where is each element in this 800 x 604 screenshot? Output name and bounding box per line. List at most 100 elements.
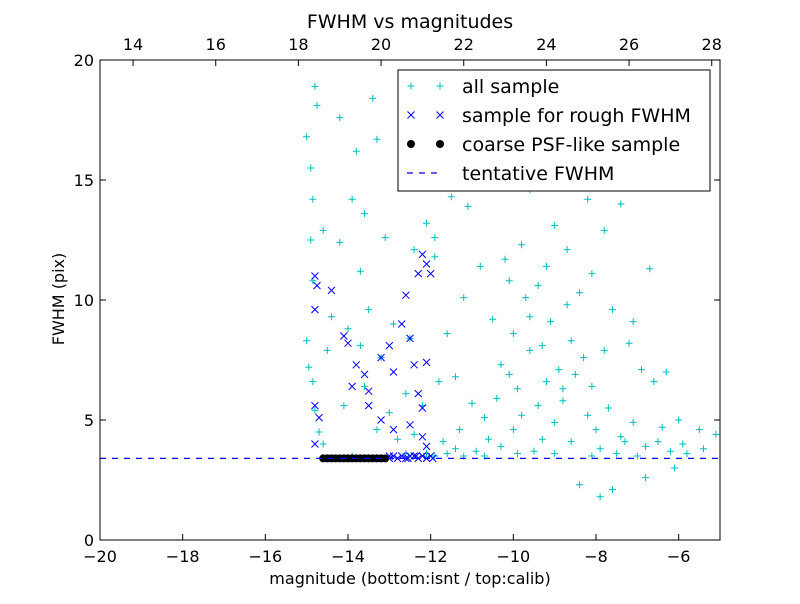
point-all-sample-51 <box>571 370 579 378</box>
point-all-sample-37 <box>431 234 439 242</box>
legend: all sample sample for rough FWHM coarse PS… <box>397 69 711 192</box>
point-sample-for-rough-fwhm-44 <box>428 454 437 463</box>
point-all-sample-46 <box>526 346 534 354</box>
point-all-sample-97 <box>671 464 679 472</box>
x-tick-label: −20 <box>83 547 117 566</box>
point-all-sample-2 <box>313 102 321 110</box>
point-sample-for-rough-fwhm-5 <box>344 339 352 348</box>
point-all-sample-99 <box>513 450 521 458</box>
point-all-sample-22 <box>344 325 352 333</box>
point-all-sample-105 <box>646 265 654 273</box>
point-all-sample-126 <box>373 426 381 434</box>
point-all-sample-1 <box>311 82 319 90</box>
point-all-sample-58 <box>654 438 662 446</box>
point-all-sample-60 <box>679 440 687 448</box>
legend-swatch-sample-for-rough-fwhm <box>407 111 415 119</box>
point-all-sample-57 <box>642 442 650 450</box>
point-all-sample-118 <box>526 313 534 321</box>
point-sample-for-rough-fwhm-11 <box>385 341 394 350</box>
point-all-sample-125 <box>323 346 331 354</box>
point-all-sample-67 <box>563 246 571 254</box>
y-tick-label: 10 <box>74 291 94 310</box>
point-sample-for-rough-fwhm-2 <box>311 305 319 314</box>
x-tick-label: −18 <box>166 547 200 566</box>
point-all-sample-89 <box>538 435 546 443</box>
point-all-sample-36 <box>460 294 468 302</box>
point-all-sample-110 <box>567 337 575 345</box>
point-sample-for-rough-fwhm-22 <box>422 260 431 268</box>
point-sample-for-rough-fwhm-27 <box>406 420 414 429</box>
point-all-sample-62 <box>712 430 720 438</box>
point-sample-for-rough-fwhm-12 <box>389 368 398 376</box>
point-all-sample-35 <box>443 330 451 338</box>
legend-label-coarse-psf-like-sample: coarse PSF-like sample <box>462 134 680 156</box>
point-sample-for-rough-fwhm-30 <box>311 401 319 410</box>
y-axis-label: FWHM (pix) <box>49 253 68 346</box>
point-sample-for-rough-fwhm-10 <box>377 353 385 362</box>
y-tick-label: 0 <box>84 531 94 550</box>
point-all-sample-83 <box>547 318 555 326</box>
point-all-sample-86 <box>493 394 501 402</box>
legend-swatch-coarse-psf-like-sample <box>407 140 415 148</box>
point-all-sample-79 <box>637 366 645 374</box>
point-all-sample-53 <box>592 426 600 434</box>
point-sample-for-rough-fwhm-29 <box>422 442 431 451</box>
point-all-sample-102 <box>443 450 451 458</box>
point-all-sample-11 <box>315 428 323 436</box>
point-all-sample-87 <box>480 414 488 422</box>
point-all-sample-137 <box>683 450 691 458</box>
point-all-sample-129 <box>439 438 447 446</box>
point-all-sample-34 <box>468 399 476 407</box>
point-all-sample-56 <box>629 418 637 426</box>
point-all-sample-112 <box>518 411 526 419</box>
point-all-sample-120 <box>431 253 439 261</box>
point-coarse-psf-like-sample-15 <box>381 454 390 463</box>
point-all-sample-15 <box>369 94 377 102</box>
point-sample-for-rough-fwhm-7 <box>360 370 369 379</box>
point-all-sample-95 <box>609 486 617 494</box>
point-all-sample-123 <box>365 306 373 314</box>
point-sample-for-rough-fwhm-14 <box>402 291 410 300</box>
point-all-sample-50 <box>559 397 567 405</box>
point-all-sample-65 <box>534 282 542 290</box>
point-all-sample-84 <box>522 294 530 302</box>
legend-swatch-coarse-psf-like-sample <box>436 140 444 148</box>
point-all-sample-5 <box>307 236 315 244</box>
point-all-sample-81 <box>662 368 670 376</box>
x-axis-label: magnitude (bottom:isnt / top:calib) <box>269 569 550 588</box>
point-all-sample-16 <box>373 135 381 143</box>
point-all-sample-38 <box>447 193 455 201</box>
point-all-sample-131 <box>485 435 493 443</box>
point-sample-for-rough-fwhm-23 <box>426 269 435 278</box>
point-all-sample-49 <box>551 418 559 426</box>
x-tick-label: −14 <box>331 547 365 566</box>
point-sample-for-rough-fwhm-17 <box>414 389 423 398</box>
point-all-sample-77 <box>609 306 617 314</box>
point-sample-for-rough-fwhm-26 <box>389 425 398 434</box>
x-tick-label: −8 <box>584 547 608 566</box>
point-all-sample-61 <box>699 445 707 453</box>
point-all-sample-92 <box>621 438 629 446</box>
point-all-sample-130 <box>451 445 459 453</box>
point-all-sample-98 <box>530 447 538 455</box>
point-all-sample-20 <box>356 267 364 275</box>
point-all-sample-9 <box>309 378 317 386</box>
point-all-sample-128 <box>410 430 418 438</box>
x-tick-label: −10 <box>496 547 530 566</box>
point-all-sample-66 <box>551 222 559 230</box>
point-all-sample-91 <box>596 445 604 453</box>
point-sample-for-rough-fwhm-13 <box>397 320 406 328</box>
point-sample-for-rough-fwhm-15 <box>406 334 414 343</box>
top-x-tick-label: 24 <box>536 35 556 54</box>
point-all-sample-121 <box>410 246 418 254</box>
point-all-sample-12 <box>319 440 327 448</box>
point-all-sample-111 <box>559 385 567 393</box>
point-all-sample-93 <box>575 481 583 489</box>
point-sample-for-rough-fwhm-19 <box>422 358 431 367</box>
point-all-sample-45 <box>513 385 521 393</box>
point-all-sample-52 <box>584 411 592 419</box>
legend-swatch-all-sample <box>407 82 415 90</box>
legend-box <box>397 69 711 192</box>
